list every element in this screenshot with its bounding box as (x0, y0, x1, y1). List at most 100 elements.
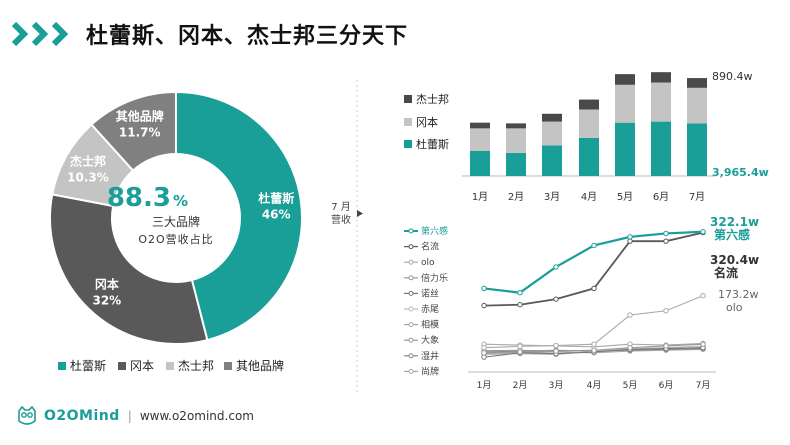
donut-slice-value-2: 10.3% (67, 171, 109, 185)
divider-label-month: 7 月 (331, 201, 351, 213)
bar-legend-label-1: 冈本 (416, 115, 438, 129)
line-tick-3: 4月 (587, 380, 602, 391)
donut-slice-value-0: 46% (262, 207, 291, 221)
bar-tick-0: 1月 (472, 191, 488, 203)
line-tick-4: 5月 (623, 380, 638, 391)
bar-tick-3: 4月 (581, 191, 597, 203)
line-legend-dot-8 (408, 353, 414, 359)
line-point-2-3 (591, 341, 597, 347)
page-header: 杜蕾斯、冈本、杰士邦三分天下 (10, 14, 408, 54)
legend-label-3: 其他品牌 (236, 359, 284, 373)
line-tick-5: 6月 (659, 380, 674, 391)
legend-swatch-2 (166, 362, 174, 370)
line-legend-dot-7 (408, 337, 414, 343)
bar-tick-1: 2月 (508, 191, 524, 203)
donut-center: 88.3 % 三大品牌 O2O营收占比 (107, 183, 213, 246)
donut-center-value: 88.3 (107, 183, 171, 213)
line-series-2 (483, 295, 704, 349)
line-point-4-0 (481, 354, 487, 360)
donut-slice-value-3: 11.7% (119, 126, 161, 140)
bar-legend-label-0: 杜蕾斯 (416, 137, 449, 151)
footer-separator: | (127, 409, 132, 423)
line-point-1-5 (663, 238, 669, 244)
bar-0-1 (506, 152, 526, 176)
line-point-0-4 (627, 234, 633, 240)
line-point-1-3 (591, 285, 597, 292)
line-point-0-2 (553, 264, 559, 270)
donut-slice-name-2: 杰士邦 (70, 154, 106, 169)
bar-1-4 (615, 84, 635, 123)
line-tick-2: 3月 (549, 380, 564, 391)
line-annotation-name-1: 名流 (714, 265, 738, 280)
bar-0-6 (687, 123, 707, 176)
divider-label-revenue: 营收 (331, 213, 351, 226)
bar-2-2 (542, 113, 562, 122)
line-legend-dot-1 (408, 244, 414, 250)
bar-0-0 (470, 150, 490, 176)
line-point-0-5 (663, 230, 669, 237)
bar-2-3 (579, 99, 599, 110)
donut-slice-3 (90, 90, 177, 172)
donut-hole (118, 160, 234, 276)
legend-label-1: 冈本 (130, 359, 154, 373)
bar-tick-6: 7月 (689, 191, 705, 203)
donut-center-line2: O2O营收占比 (138, 232, 213, 246)
line-point-0-1 (517, 290, 523, 296)
donut-slice-name-1: 冈本 (95, 277, 119, 292)
line-legend-dot-2 (408, 259, 414, 265)
line-annotation-name-0: 第六感 (714, 227, 750, 242)
bar-tick-5: 6月 (653, 191, 669, 203)
divider-arrow-icon (357, 210, 363, 217)
line-point-3-1 (517, 349, 523, 355)
legend-swatch-3 (224, 362, 232, 370)
line-annotation-value-0: 322.1w (710, 215, 759, 229)
chevron-3 (51, 21, 69, 47)
line-legend-label-6: 相模 (421, 319, 439, 331)
donut-center-line1: 三大品牌 (152, 215, 200, 229)
line-legend-label-9: 尚牌 (421, 365, 439, 377)
bar-annotation-bottom: 3,965.4w (712, 166, 769, 179)
line-point-2-4 (627, 312, 633, 318)
line-annotation-value-2: 173.2w (718, 288, 759, 301)
line-point-3-6 (700, 341, 706, 347)
footer-brand: O2OMind (44, 408, 120, 424)
line-tick-6: 7月 (696, 380, 711, 391)
line-point-3-5 (663, 343, 669, 349)
bar-1-5 (651, 82, 671, 122)
bar-0-3 (579, 137, 599, 176)
line-legend-dot-9 (408, 368, 414, 374)
bar-1-6 (687, 87, 707, 124)
bar-1-3 (579, 109, 599, 138)
bar-1-2 (542, 121, 562, 146)
line-legend-label-4: 诺丝 (421, 287, 439, 299)
bar-0-4 (615, 122, 635, 176)
bar-annotation-top: 890.4w (712, 70, 753, 83)
line-legend-dot-5 (408, 306, 414, 312)
legend-label-2: 杰士邦 (178, 359, 214, 373)
bar-legend-swatch-0 (404, 140, 412, 148)
line-point-1-2 (553, 296, 559, 302)
donut-legend: 杜蕾斯 冈本 杰士邦 其他品牌 (58, 358, 284, 373)
line-legend-dot-4 (408, 290, 414, 296)
line-point-2-1 (517, 343, 523, 350)
donut-center-unit: % (173, 192, 188, 210)
line-point-2-0 (481, 344, 487, 351)
legend-label-0: 杜蕾斯 (70, 358, 106, 373)
line-legend-label-2: olo (421, 258, 435, 268)
legend-swatch-1 (118, 362, 126, 370)
line-legend-label-0: 第六感 (421, 225, 448, 237)
line-legend-label-3: 倍力乐 (421, 272, 448, 284)
bar-0-2 (542, 145, 562, 176)
bar-legend-swatch-2 (404, 95, 412, 103)
line-point-3-3 (591, 347, 597, 353)
line-point-1-0 (481, 302, 487, 309)
bar-2-1 (506, 123, 526, 129)
line-point-2-6 (700, 293, 706, 299)
footer-website: www.o2omind.com (139, 409, 254, 423)
donut-slice-value-1: 32% (92, 294, 121, 308)
footer: O2OMind | www.o2omind.com (16, 405, 254, 427)
line-annotation-name-2: olo (726, 301, 743, 314)
line-legend-label-8: 湿井 (421, 350, 439, 362)
line-legend-label-1: 名流 (421, 241, 439, 253)
line-tick-1: 2月 (513, 380, 528, 391)
